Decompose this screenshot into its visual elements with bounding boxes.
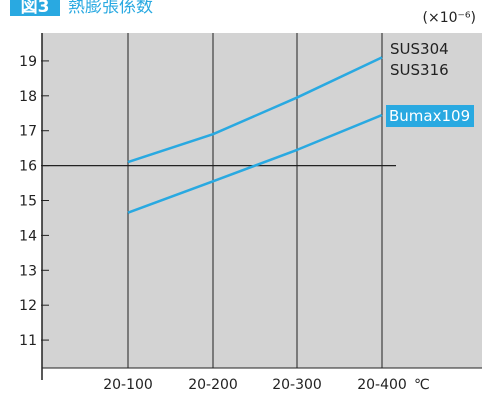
x-tick-label: 20-200 xyxy=(188,377,238,393)
y-tick-label: 17 xyxy=(19,124,37,140)
series-label: SUS304 xyxy=(390,40,449,58)
series-labels: SUS304 SUS316 Bumax109 xyxy=(386,40,474,128)
plot-area xyxy=(42,33,482,368)
x-tick-label: 20-100 xyxy=(103,377,153,393)
y-axis-ticks: 11 12 13 14 15 16 17 18 19 xyxy=(19,54,49,349)
x-unit-label: ℃ xyxy=(414,377,430,393)
x-tick-label: 20-400 xyxy=(357,377,407,393)
x-tick-label: 20-300 xyxy=(272,377,322,393)
figure-label: 図3 xyxy=(21,0,50,17)
y-tick-label: 14 xyxy=(19,228,37,244)
series-label: SUS316 xyxy=(390,61,449,79)
series-line-bumax109 xyxy=(127,113,383,214)
y-tick-label: 16 xyxy=(19,159,37,175)
y-tick-label: 11 xyxy=(19,333,37,349)
y-tick-label: 18 xyxy=(19,89,37,105)
gridlines xyxy=(127,33,383,368)
unit-label: (×10⁻⁶) xyxy=(423,10,476,26)
figure-label-badge xyxy=(10,0,60,16)
y-tick-label: 13 xyxy=(19,263,37,279)
series-line-sus304-sus316 xyxy=(127,56,383,164)
x-axis-ticks: 20-100 20-200 20-300 20-400 ℃ xyxy=(103,377,430,393)
y-tick-label: 12 xyxy=(19,298,37,314)
y-tick-label: 15 xyxy=(19,194,37,210)
series-label-badge xyxy=(386,105,474,128)
chart-title: 熱膨張係数 xyxy=(68,0,153,17)
y-tick-label: 19 xyxy=(19,54,37,70)
series-lines xyxy=(127,56,383,214)
series-label: Bumax109 xyxy=(389,107,470,125)
